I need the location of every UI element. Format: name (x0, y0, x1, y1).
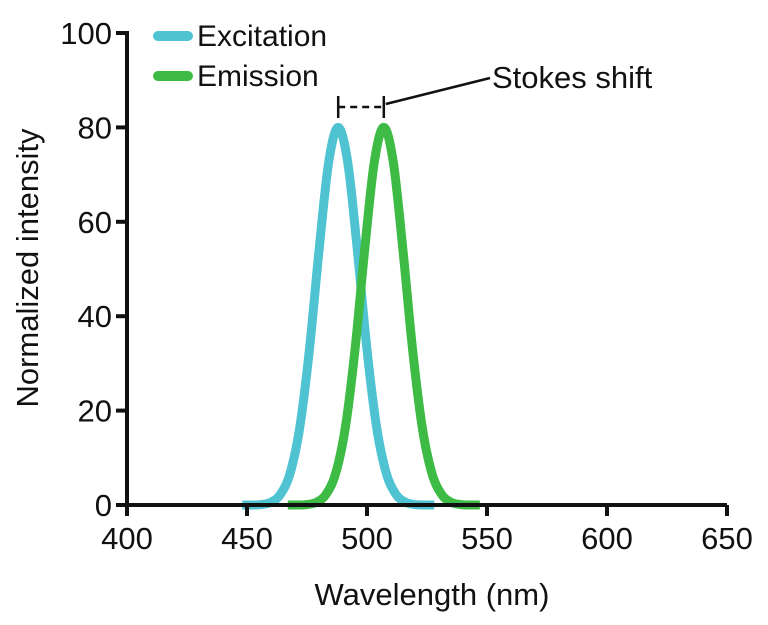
stokes-shift-label: Stokes shift (492, 60, 653, 95)
y-ticks: 0 20 40 60 80 100 (60, 16, 127, 523)
curves (242, 122, 480, 510)
y-tick-label: 60 (78, 205, 112, 240)
x-tick-label: 650 (701, 521, 753, 556)
x-tick-label: 400 (101, 521, 153, 556)
x-axis-label: Wavelength (nm) (315, 577, 550, 612)
legend-label-excitation: Excitation (197, 20, 327, 53)
x-tick-label: 450 (221, 521, 273, 556)
y-tick-label: 100 (60, 16, 112, 51)
y-axis-label: Normalized intensity (10, 128, 45, 408)
y-tick-label: 20 (78, 394, 112, 429)
y-tick-label: 40 (78, 299, 112, 334)
y-tick-label: 0 (95, 488, 112, 523)
series-line-emission (287, 122, 480, 510)
legend: Excitation Emission (153, 20, 327, 93)
y-tick-label: 80 (78, 110, 112, 145)
stokes-leader-line (385, 76, 491, 106)
x-tick-label: 550 (461, 521, 513, 556)
x-ticks: 400 450 500 550 600 650 (101, 505, 753, 556)
legend-label-emission: Emission (197, 60, 319, 93)
stokes-shift-annotation: Stokes shift (336, 60, 653, 118)
series-line-excitation (242, 122, 435, 510)
x-tick-label: 500 (341, 521, 393, 556)
x-tick-label: 600 (581, 521, 633, 556)
